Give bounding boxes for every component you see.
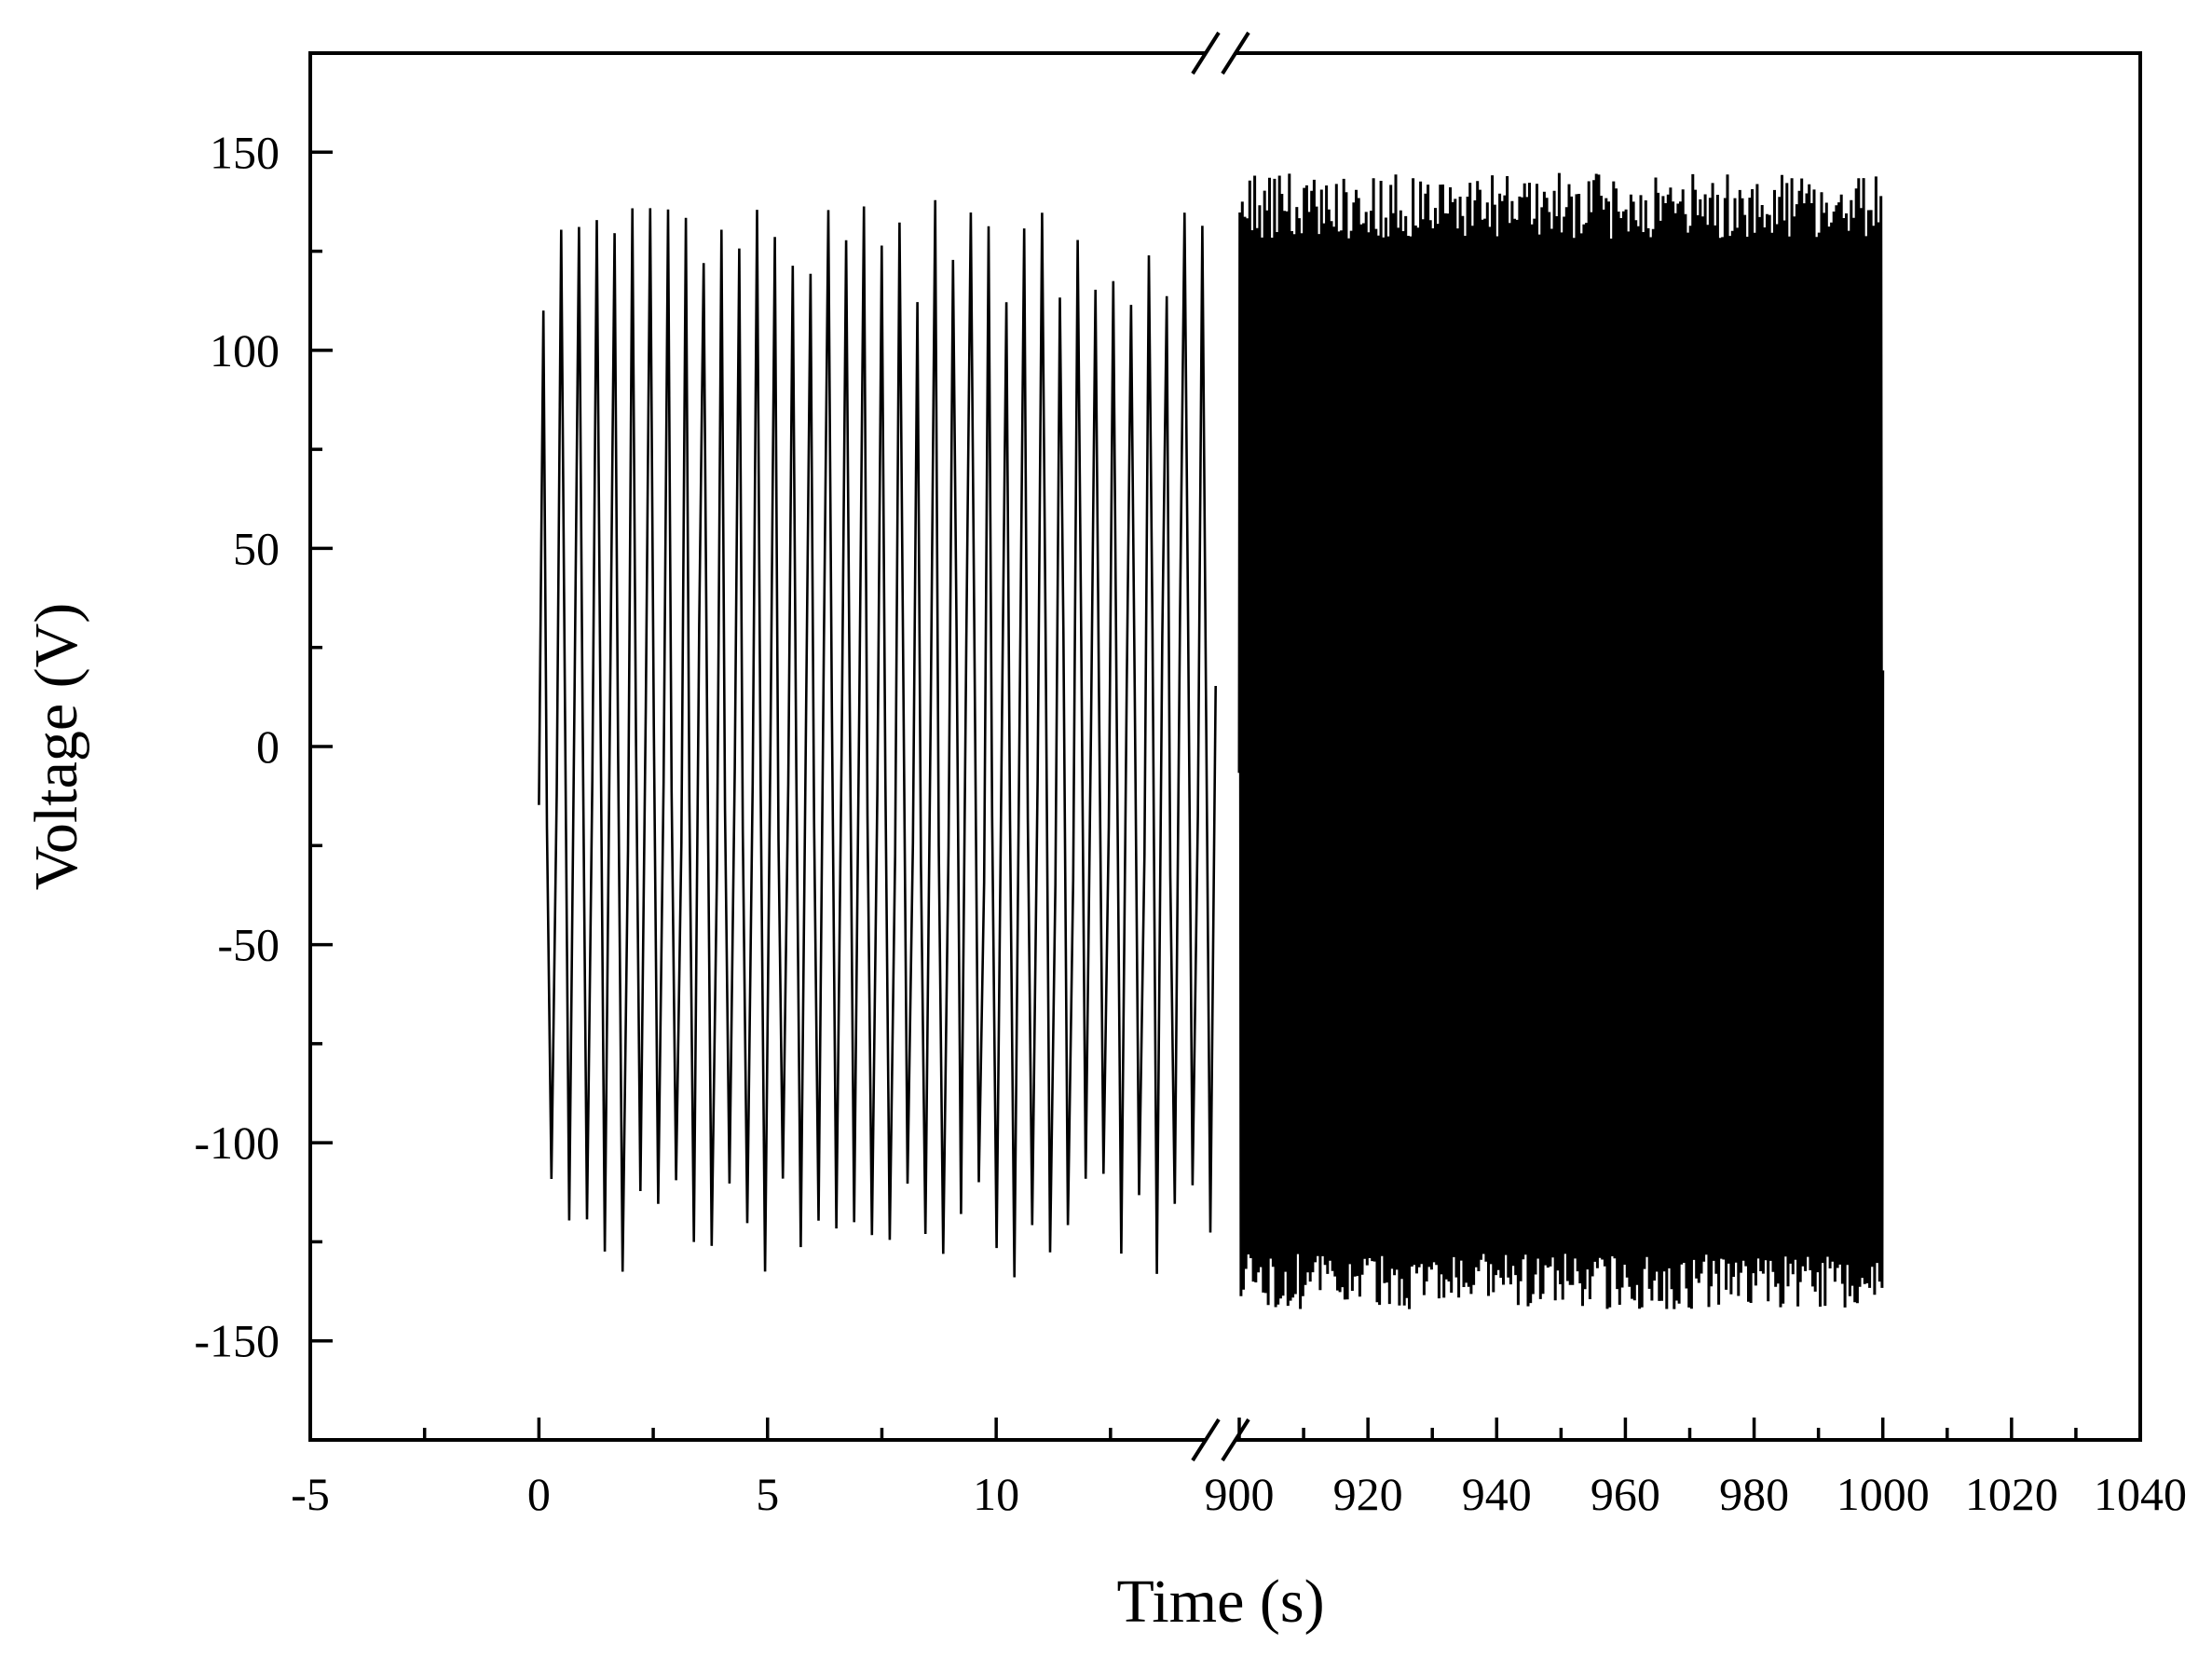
x-tick-label: -5 [291, 1468, 330, 1520]
x-tick-label: 960 [1591, 1468, 1660, 1520]
waveform-line-0 [538, 199, 1217, 1278]
x-tick-label: 900 [1205, 1468, 1275, 1520]
y-axis-title: Voltage (V) [22, 603, 90, 891]
axis-break-marks [1191, 31, 1250, 1462]
x-tick-label: 940 [1462, 1468, 1532, 1520]
x-tick-label: 980 [1719, 1468, 1789, 1520]
y-tick-labels: -150 -100 -50 0 50 100 150 [194, 126, 280, 1366]
axis-break-slash [1221, 1418, 1250, 1462]
y-tick-label: 50 [233, 522, 280, 574]
y-tick-label: -50 [217, 919, 280, 971]
x-tick-label: 1000 [1837, 1468, 1930, 1520]
y-tick-label: 150 [210, 126, 280, 178]
y-tick-label: -150 [194, 1315, 280, 1367]
axis-break-slash [1191, 1418, 1221, 1462]
x-tick-label: 1040 [2094, 1468, 2187, 1520]
axis-break-slash [1221, 31, 1250, 75]
x-tick-label: 0 [527, 1468, 551, 1520]
x-tick-labels: -5 0 5 10 900 920 940 960 980 1000 1020 1040 [291, 1468, 2187, 1520]
axis-break-gap-bottom [1205, 1434, 1236, 1446]
y-tick-label: 0 [256, 720, 280, 773]
x-axis-title: Time (s) [1116, 1568, 1324, 1636]
axis-break-gap-top [1205, 48, 1236, 59]
x-tick-label: 920 [1333, 1468, 1403, 1520]
x-tick-label: 5 [756, 1468, 779, 1520]
plot-area [538, 172, 1885, 1309]
x-tick-label: 10 [973, 1468, 1019, 1520]
axis-break-slash [1191, 31, 1221, 75]
y-tick-label: -100 [194, 1117, 280, 1169]
x-tick-label: 1020 [1965, 1468, 2058, 1520]
waveform-line-1 [1237, 172, 1885, 1309]
y-tick-label: 100 [210, 324, 280, 377]
